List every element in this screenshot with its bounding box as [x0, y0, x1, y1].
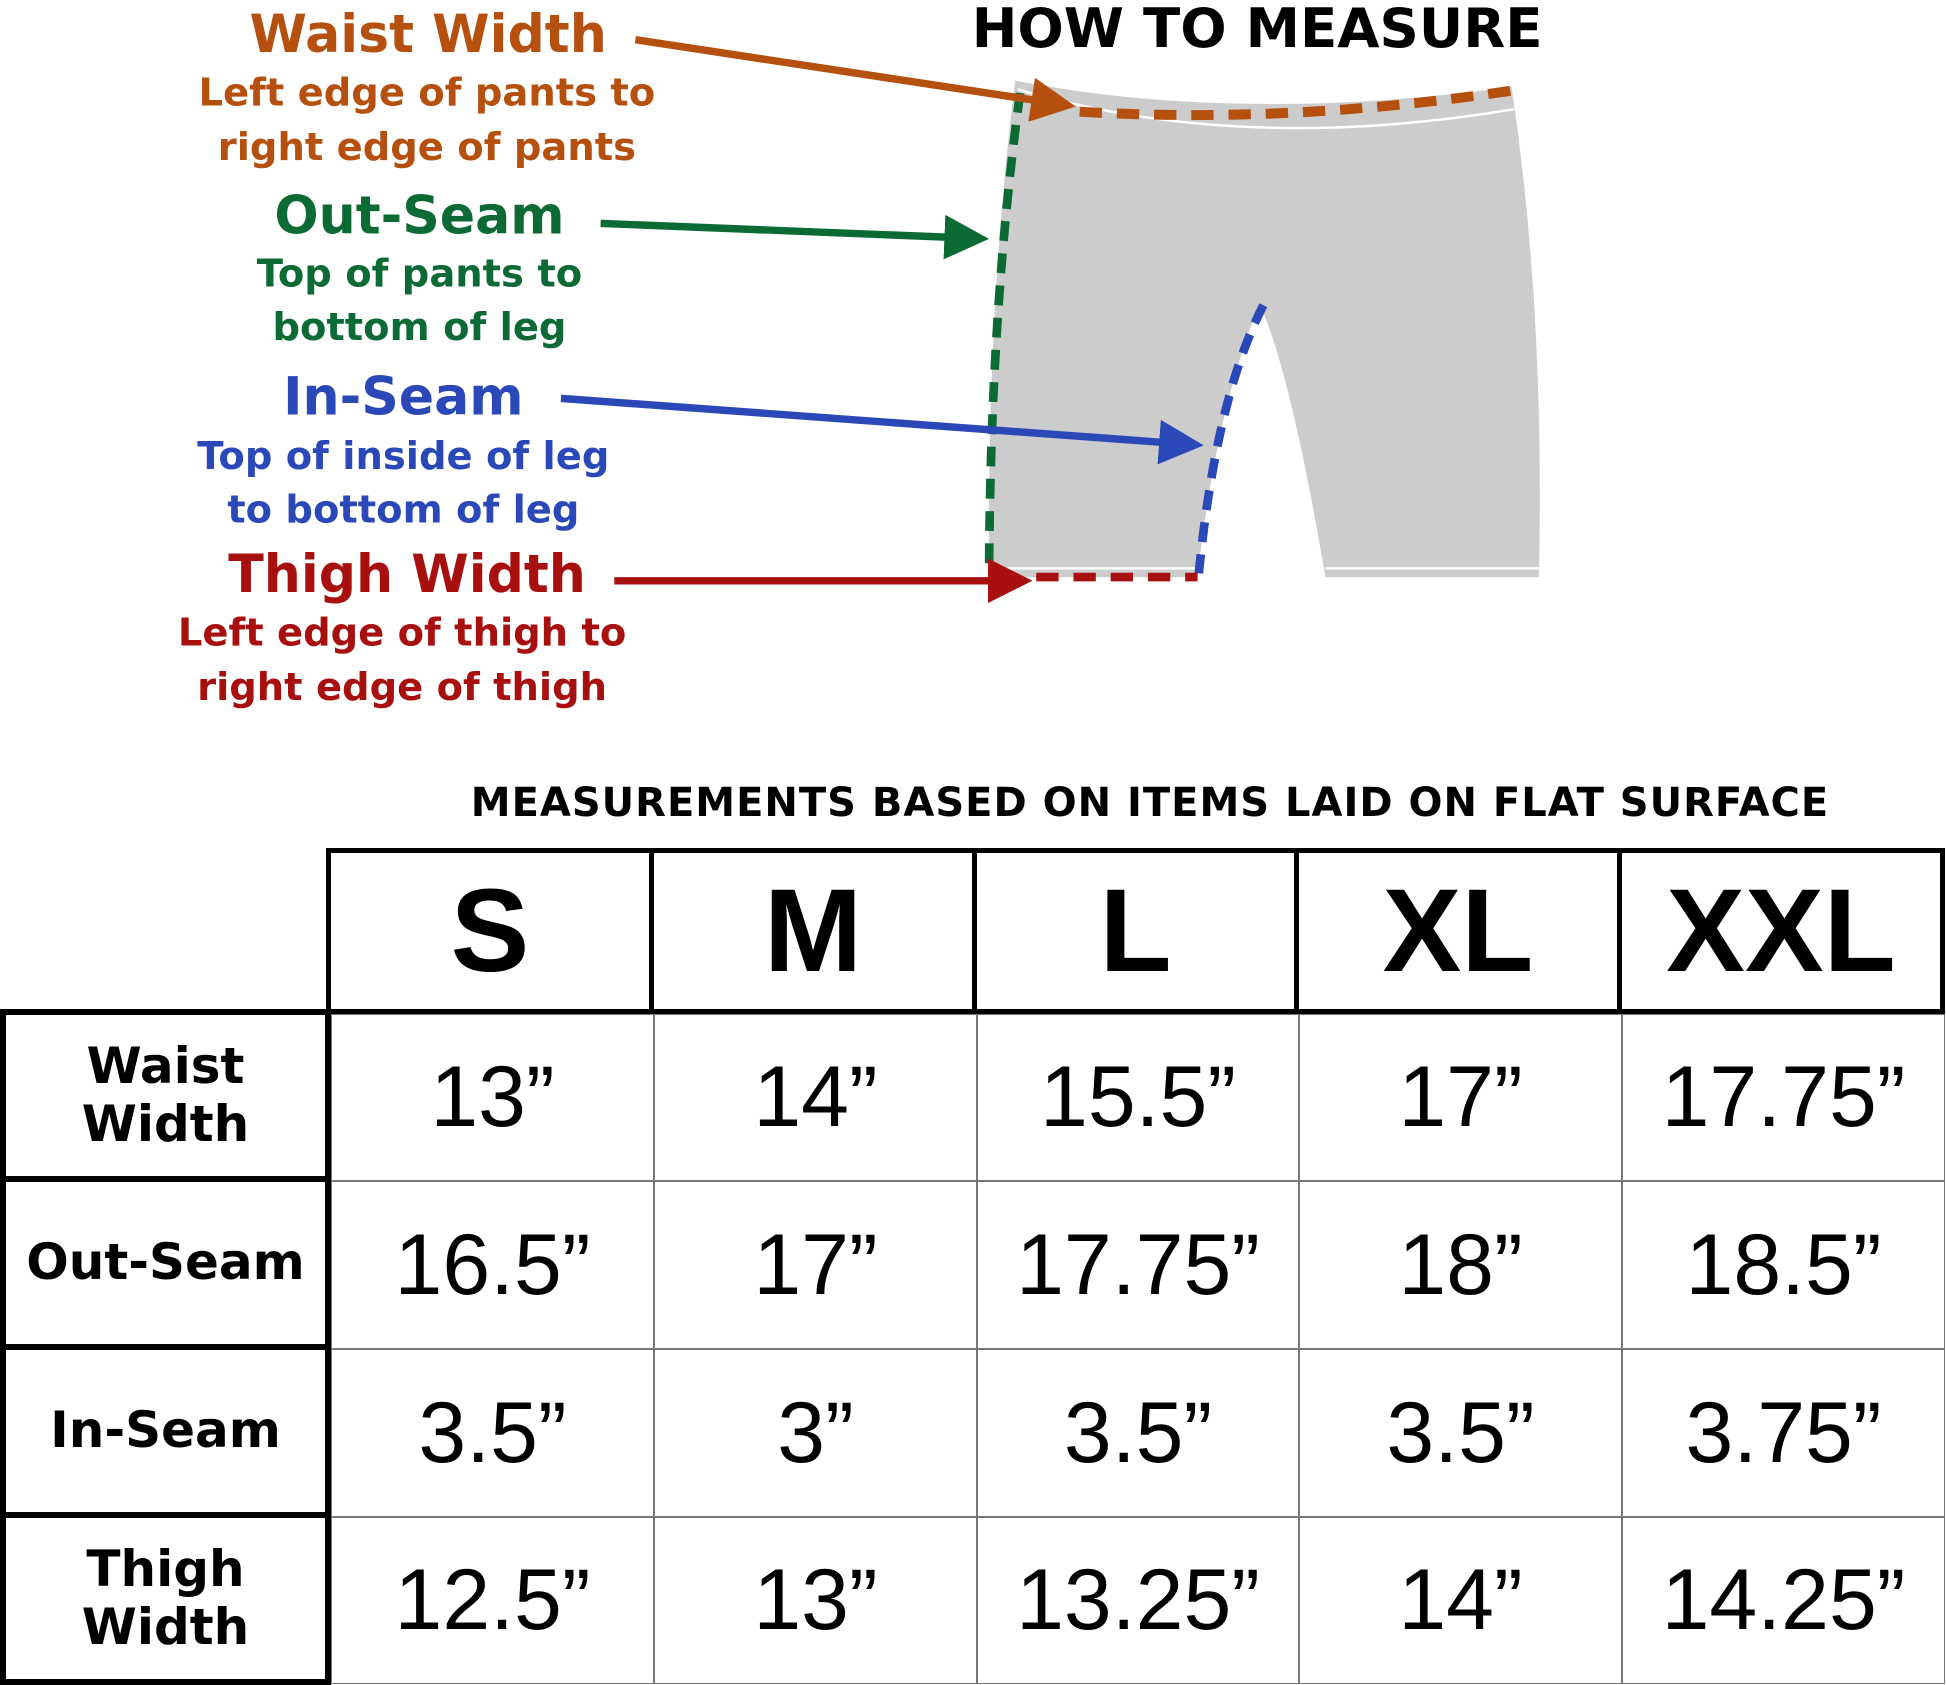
- table-cell: 17”: [654, 1181, 977, 1349]
- waist-desc-2: right edge of pants: [218, 125, 636, 170]
- table-cell: 14”: [654, 1014, 977, 1181]
- waist-arrow: [634, 36, 1076, 122]
- table-cell: 18”: [1299, 1181, 1622, 1349]
- table-cell: 14.25”: [1622, 1517, 1945, 1684]
- table-cell: 3.75”: [1622, 1349, 1945, 1517]
- table-cell: 13.25”: [977, 1517, 1299, 1684]
- waist-label: Waist Width: [249, 5, 606, 65]
- table-cell: 12.5”: [331, 1517, 654, 1684]
- measurement-note: MEASUREMENTS BASED ON ITEMS LAID ON FLAT…: [470, 780, 1830, 826]
- row-label-text: Width: [81, 1094, 250, 1153]
- size-header-l: L: [972, 848, 1299, 1014]
- measure-diagram: HOW TO MEASURE Waist Width Left edge of …: [178, 0, 1543, 710]
- outseam-desc-2: bottom of leg: [272, 305, 566, 350]
- size-header-s: S: [326, 848, 654, 1014]
- outseam-arrow: [600, 214, 990, 260]
- row-label-text: Waist: [86, 1037, 245, 1095]
- size-header-m: M: [649, 848, 977, 1014]
- outseam-desc-1: Top of pants to: [257, 252, 582, 297]
- table-cell: 3”: [654, 1349, 977, 1517]
- row-label: In-Seam: [0, 1344, 331, 1518]
- inseam-desc-1: Top of inside of leg: [197, 434, 609, 479]
- size-header-xl: XL: [1294, 848, 1622, 1014]
- row-label-text: Width: [81, 1597, 250, 1656]
- table-cell: 16.5”: [331, 1181, 654, 1349]
- row-label-text: In-Seam: [50, 1401, 281, 1460]
- table-cell: 17.75”: [1622, 1014, 1945, 1181]
- inseam-label: In-Seam: [283, 367, 523, 427]
- table-cell: 3.5”: [1299, 1349, 1622, 1517]
- table-cell: 13”: [331, 1014, 654, 1181]
- row-label-text: Out-Seam: [26, 1233, 305, 1292]
- waist-desc-1: Left edge of pants to: [199, 70, 656, 115]
- row-label: Out-Seam: [0, 1176, 331, 1350]
- waist-dashed-line: [1079, 85, 1513, 120]
- row-label: Waist Width: [0, 1009, 331, 1182]
- row-label-text: Thigh: [86, 1540, 245, 1598]
- inseam-arrow: [560, 394, 1204, 465]
- inseam-dashed-line: [1194, 303, 1268, 574]
- pants-shape: [988, 80, 1540, 578]
- outseam-dashed-line: [984, 92, 1025, 574]
- table-cell: 3.5”: [331, 1349, 654, 1517]
- table-cell: 15.5”: [977, 1014, 1299, 1181]
- thigh-desc-2: right edge of thigh: [197, 665, 607, 710]
- thigh-desc-1: Left edge of thigh to: [178, 610, 626, 655]
- table-cell: 17”: [1299, 1014, 1622, 1181]
- table-cell: 13”: [654, 1517, 977, 1684]
- outseam-label: Out-Seam: [274, 186, 564, 246]
- table-cell: 3.5”: [977, 1349, 1299, 1517]
- table-cell: 17.75”: [977, 1181, 1299, 1349]
- thigh-label: Thigh Width: [228, 545, 586, 605]
- table-cell: 18.5”: [1622, 1181, 1945, 1349]
- diagram-title: HOW TO MEASURE: [972, 0, 1543, 60]
- inseam-desc-2: to bottom of leg: [227, 487, 579, 532]
- row-label: Thigh Width: [0, 1512, 331, 1685]
- table-cell: 14”: [1299, 1517, 1622, 1684]
- size-header-xxl: XXL: [1617, 848, 1945, 1014]
